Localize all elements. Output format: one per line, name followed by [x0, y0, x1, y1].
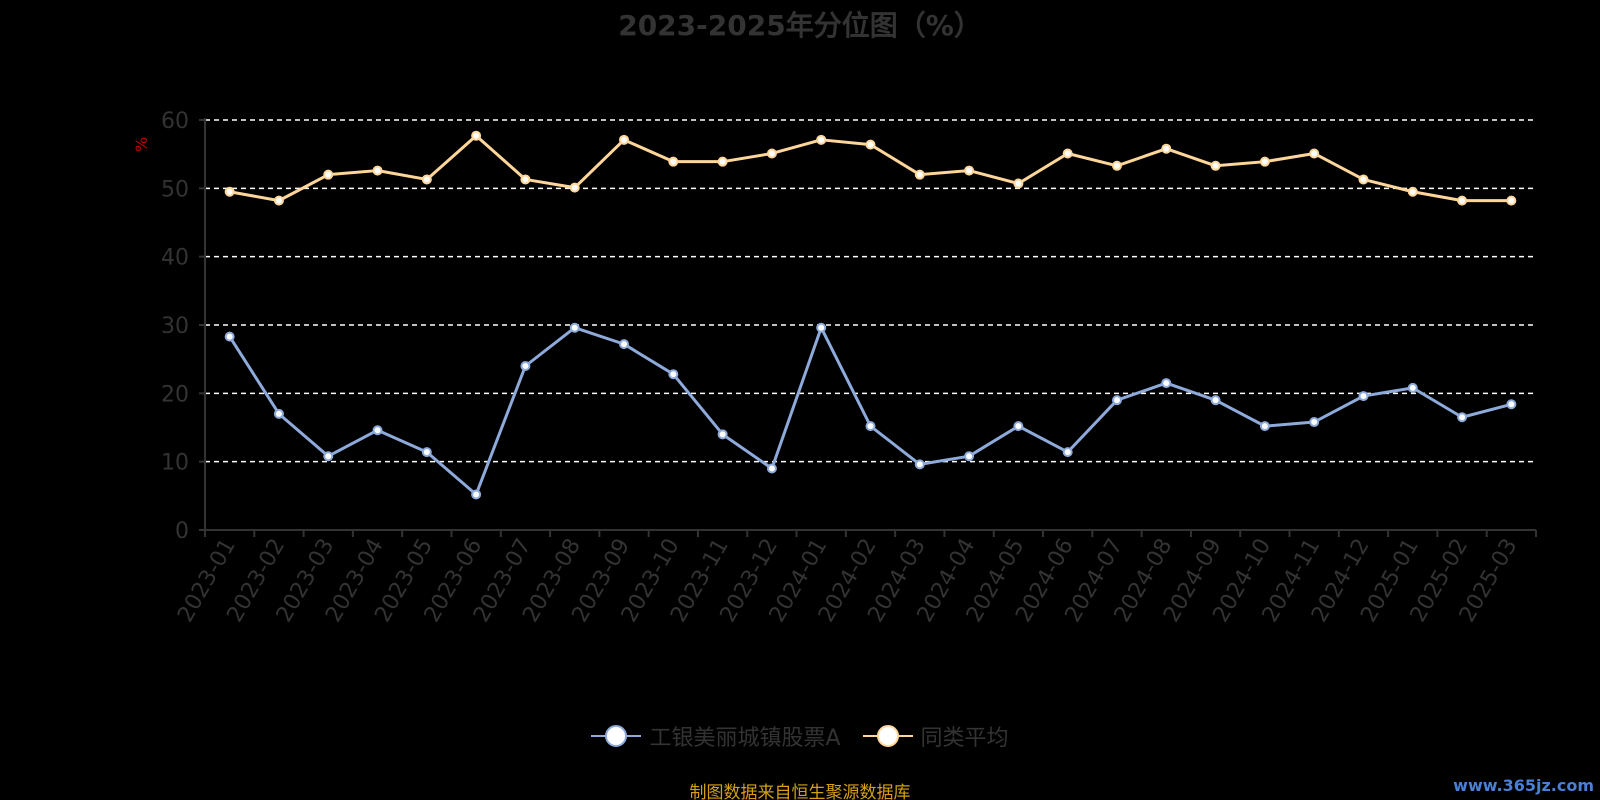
series-0-point-2025-03	[1506, 399, 1517, 410]
series-1-point-2025-02	[1457, 195, 1468, 206]
chart-title: 2023-2025年分位图（%）	[618, 9, 982, 42]
series-1-point-2024-03	[914, 169, 925, 180]
series-0-point-2024-08	[1161, 378, 1172, 389]
legend-peer-average-label: 同类平均	[920, 726, 1009, 751]
series-1-point-2024-06	[1062, 148, 1073, 159]
y-tick-label-60: 60	[161, 109, 189, 134]
series-1-point-2025-01	[1407, 186, 1418, 197]
series-line-0	[228, 326, 1512, 496]
series-1-point-2023-09	[619, 134, 630, 145]
series-0-point-2023-09	[619, 339, 630, 350]
series-0-point-2024-04	[964, 451, 975, 462]
series-0-point-2024-10	[1259, 421, 1270, 432]
series-0-point-2023-05	[421, 447, 432, 458]
series-0-point-2024-07	[1111, 395, 1122, 406]
series-0-point-2024-12	[1358, 391, 1369, 402]
series-0-point-2023-06	[471, 489, 482, 500]
series-0-point-2025-01	[1407, 382, 1418, 393]
series-1-point-2023-11	[717, 156, 728, 167]
series-0-point-2023-12	[766, 463, 777, 474]
series-1-point-2024-11	[1309, 148, 1320, 159]
series-1-point-2024-12	[1358, 174, 1369, 185]
series-1-point-2024-08	[1161, 143, 1172, 154]
series-1-point-2023-12	[766, 148, 777, 159]
chart-legend: 工银美丽城镇股票A 同类平均	[0, 720, 1600, 752]
series-0-point-2024-02	[865, 421, 876, 432]
y-tick-label-50: 50	[161, 177, 189, 202]
series-1-point-2024-10	[1259, 156, 1270, 167]
legend-item-peer-average[interactable]: 同类平均	[862, 720, 1009, 752]
series-1-point-2023-01	[224, 186, 235, 197]
series-0-point-2024-09	[1210, 395, 1221, 406]
series-0-point-2024-11	[1309, 417, 1320, 428]
series-0-point-2024-03	[914, 459, 925, 470]
series-1-point-2024-09	[1210, 160, 1221, 171]
series-1-point-2023-07	[520, 174, 531, 185]
series-1-point-2023-02	[273, 195, 284, 206]
y-tick-label-0: 0	[175, 519, 189, 544]
y-tick-label-10: 10	[161, 451, 189, 476]
series-1-point-2023-03	[323, 169, 334, 180]
series-0-point-2023-08	[569, 322, 580, 333]
legend-peer-average-marker	[862, 724, 913, 748]
chart-plot: 01020304050602023-012023-022023-032023-0…	[161, 109, 1537, 627]
series-1-point-2024-07	[1111, 160, 1122, 171]
series-0-point-2024-06	[1062, 447, 1073, 458]
series-0-point-2023-04	[372, 425, 383, 436]
series-0-point-2024-01	[816, 322, 827, 333]
y-tick-label-20: 20	[161, 382, 189, 407]
series-1-point-2023-10	[668, 156, 679, 167]
series-1-point-2023-04	[372, 165, 383, 176]
series-1-point-2024-01	[816, 134, 827, 145]
y-tick-label-40: 40	[161, 246, 189, 271]
series-1-point-2023-08	[569, 182, 580, 193]
series-0-point-2023-10	[668, 369, 679, 380]
watermark: www.365jz.com	[1453, 776, 1594, 795]
series-1-point-2024-02	[865, 139, 876, 150]
y-tick-label-30: 30	[161, 314, 189, 339]
series-1-point-2023-05	[421, 174, 432, 185]
series-1-point-2024-05	[1013, 178, 1024, 189]
legend-fund-marker	[591, 724, 642, 748]
series-1-point-2025-03	[1506, 195, 1517, 206]
legend-item-fund[interactable]: 工银美丽城镇股票A	[591, 720, 841, 752]
series-1-point-2023-06	[471, 130, 482, 141]
series-0-point-2023-03	[323, 451, 334, 462]
series-0-point-2023-01	[224, 331, 235, 342]
series-0-point-2025-02	[1457, 412, 1468, 423]
series-0-point-2023-11	[717, 429, 728, 440]
legend-fund-label: 工银美丽城镇股票A	[649, 726, 841, 751]
series-1-point-2024-04	[964, 165, 975, 176]
series-0-point-2024-05	[1013, 421, 1024, 432]
series-0-point-2023-02	[273, 408, 284, 419]
source-note: 制图数据来自恒生聚源数据库	[689, 783, 911, 800]
series-0-point-2023-07	[520, 361, 531, 371]
